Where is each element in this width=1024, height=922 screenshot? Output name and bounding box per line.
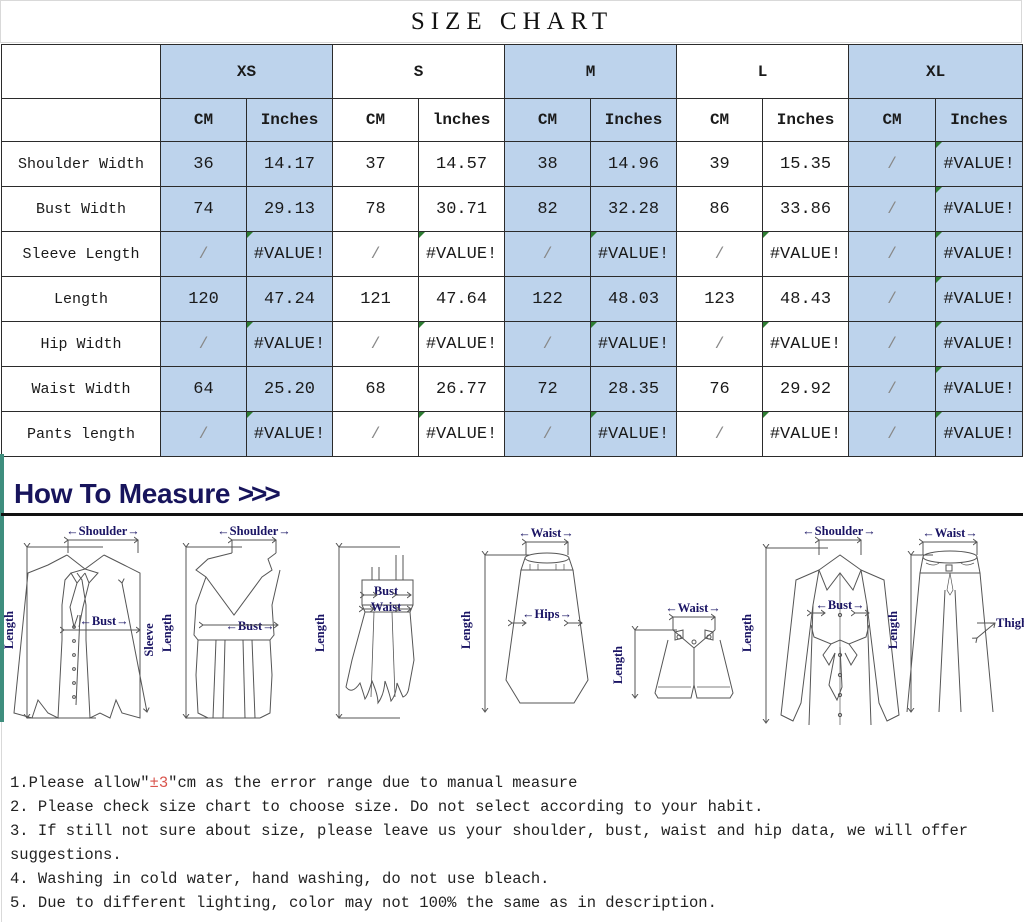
svg-text:←Bust→: ←Bust→ xyxy=(815,598,864,612)
svg-text:Length: Length xyxy=(611,646,625,684)
svg-text:←Hips→: ←Hips→ xyxy=(522,607,572,621)
svg-text:Waist: Waist xyxy=(371,600,402,614)
svg-text:Length: Length xyxy=(2,611,16,649)
svg-text:←Bust→: ←Bust→ xyxy=(79,614,128,628)
svg-text:←Shoulder→: ←Shoulder→ xyxy=(66,524,140,538)
svg-text:Bust: Bust xyxy=(374,584,399,598)
svg-text:Sleeve: Sleeve xyxy=(142,623,156,657)
svg-text:Length: Length xyxy=(313,614,327,652)
svg-text:←Shoulder→: ←Shoulder→ xyxy=(802,524,876,538)
svg-text:←Bust→: ←Bust→ xyxy=(225,619,274,633)
svg-text:Length: Length xyxy=(160,614,174,652)
svg-text:Length: Length xyxy=(740,614,754,652)
svg-text:Thigh: Thigh xyxy=(996,616,1024,630)
svg-text:←Shoulder→: ←Shoulder→ xyxy=(217,524,291,538)
svg-text:←Waist→: ←Waist→ xyxy=(518,526,574,540)
svg-text:←Waist→: ←Waist→ xyxy=(665,601,721,615)
svg-text:Length: Length xyxy=(459,611,473,649)
svg-text:Length: Length xyxy=(886,611,900,649)
svg-text:←Waist→: ←Waist→ xyxy=(922,526,978,540)
